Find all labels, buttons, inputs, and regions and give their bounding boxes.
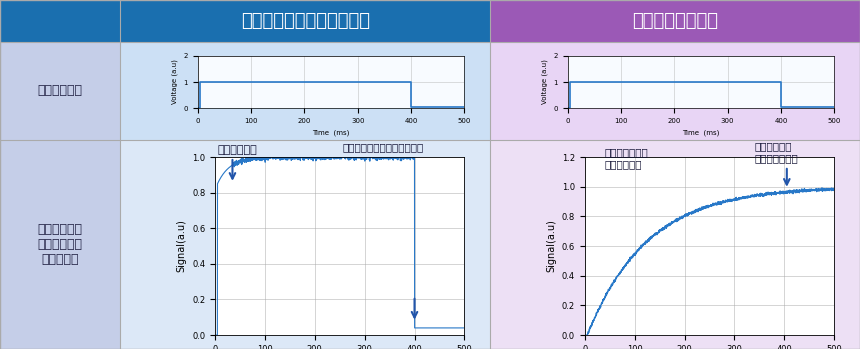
Y-axis label: Voltage (a.u): Voltage (a.u): [171, 60, 178, 104]
Text: 荷重を除くと滑るようになる: 荷重を除くと滑るようになる: [342, 142, 423, 152]
Text: 荷重印加時間: 荷重印加時間: [38, 84, 83, 97]
Text: 傷で反射した
超音波強度の
時間依存性: 傷で反射した 超音波強度の 時間依存性: [38, 223, 83, 266]
Bar: [490, 42, 860, 140]
Text: 被検体に密着: 被検体に密着: [218, 145, 257, 155]
Bar: [490, 0, 860, 42]
X-axis label: Time  (ms): Time (ms): [682, 129, 720, 136]
Y-axis label: Voltage (a.u): Voltage (a.u): [541, 60, 548, 104]
Bar: [120, 42, 490, 140]
Text: 粘着性シートのみ: 粘着性シートのみ: [632, 12, 718, 30]
Bar: [0, 140, 120, 349]
Bar: [120, 0, 490, 42]
X-axis label: Time  (ms): Time (ms): [312, 129, 350, 136]
Bar: [0, 0, 120, 42]
Text: 荷重を除いて
も密着したまま: 荷重を除いて も密着したまま: [754, 141, 798, 163]
Y-axis label: Signal(a.u): Signal(a.u): [546, 220, 556, 273]
Bar: [490, 140, 860, 349]
Bar: [0, 42, 120, 140]
Text: ゆっくり伝搬す
るようになる: ゆっくり伝搬す るようになる: [605, 147, 648, 169]
Y-axis label: Signal(a.u): Signal(a.u): [176, 220, 187, 273]
Text: 「滑る超音波透過シート」: 「滑る超音波透過シート」: [241, 12, 370, 30]
Bar: [120, 140, 490, 349]
